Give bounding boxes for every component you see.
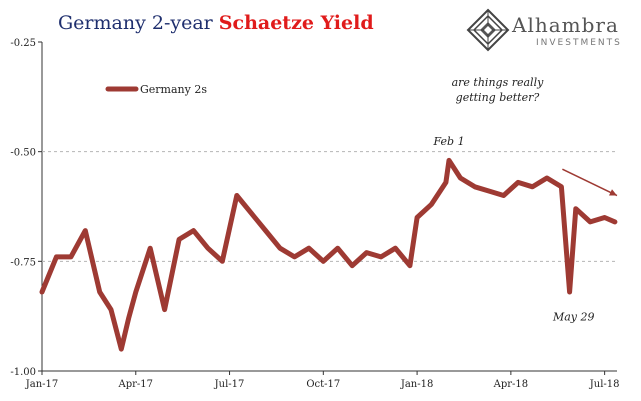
x-tick-label: Oct-17 xyxy=(306,379,340,390)
x-tick-label: Apr-18 xyxy=(493,379,529,390)
geometric-diamond-logo-icon xyxy=(466,8,510,52)
annotation-label: getting better? xyxy=(456,91,540,104)
chart-title: Germany 2-year Schaetze Yield xyxy=(58,12,374,34)
logo-subtitle: INVESTMENTS xyxy=(536,38,622,48)
x-tick-label: Jul-17 xyxy=(214,379,245,390)
x-tick-label: Jan-17 xyxy=(25,379,59,390)
series-line-germany-2s xyxy=(39,157,618,352)
y-tick-label: -0.75 xyxy=(10,257,36,268)
x-tick-label: Jul-18 xyxy=(589,379,620,390)
x-tick-label: Apr-17 xyxy=(118,379,154,390)
legend-label: Germany 2s xyxy=(140,83,207,96)
trend-arrow-head xyxy=(609,189,617,196)
y-tick-label: -1.00 xyxy=(10,367,36,378)
chart-title-part1: Germany 2-year xyxy=(58,12,219,34)
y-tick-label: -0.25 xyxy=(10,38,36,49)
chart-title-part2: Schaetze Yield xyxy=(218,12,374,34)
trend-arrow-line xyxy=(562,168,618,197)
annotation-label: are things really xyxy=(452,76,544,89)
logo-name: Alhambra xyxy=(512,13,619,37)
x-tick-label: Jan-18 xyxy=(400,379,434,390)
alhambra-logo: Alhambra INVESTMENTS xyxy=(466,8,641,52)
y-tick-label: -0.50 xyxy=(10,148,36,159)
annotation-label: Feb 1 xyxy=(432,135,464,148)
annotation-label: May 29 xyxy=(552,311,595,324)
